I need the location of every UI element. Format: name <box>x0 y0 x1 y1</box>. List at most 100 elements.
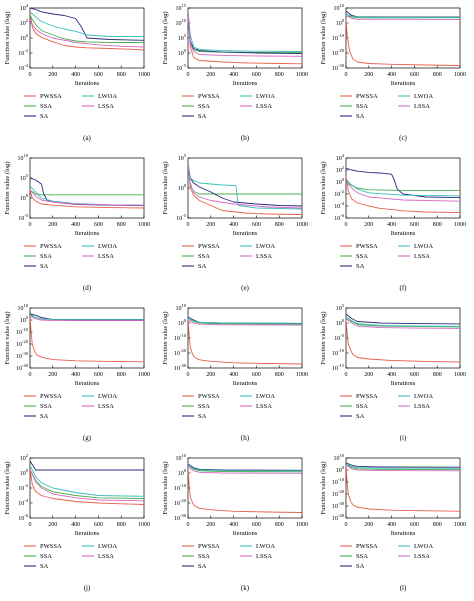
series-line-sa <box>346 313 460 325</box>
legend-label-lwoa: LWOA <box>414 393 433 400</box>
series-line-ssa <box>346 181 460 191</box>
legend-label-pwssa: PWSSA <box>40 93 62 100</box>
series-line-lssa <box>346 181 460 202</box>
y-tick-label: 100 <box>20 193 29 202</box>
y-tick-label: 10-40 <box>16 363 29 372</box>
x-tick-label: 400 <box>229 72 238 78</box>
x-tick-label: 800 <box>275 522 284 528</box>
series-line-sa <box>188 162 302 207</box>
series-line-lssa <box>30 315 144 322</box>
x-axis-label: Iterations <box>75 530 100 537</box>
legend-label-sa: SA <box>356 263 365 270</box>
plot-frame <box>29 307 145 369</box>
y-tick-label: 10-2 <box>334 189 344 198</box>
x-tick-label: 400 <box>229 522 238 528</box>
x-tick-label: 400 <box>71 72 80 78</box>
x-axis-label: Iterations <box>233 380 258 387</box>
legend-label-pwssa: PWSSA <box>356 393 378 400</box>
legend-label-lwoa: LWOA <box>414 243 433 250</box>
x-tick-label: 0 <box>345 72 348 78</box>
y-tick-label: 10-10 <box>332 477 345 486</box>
x-tick-label: 600 <box>94 72 103 78</box>
legend-label-pwssa: PWSSA <box>198 93 220 100</box>
legend-label-lwoa: LWOA <box>414 93 433 100</box>
series-line-ssa <box>346 463 460 471</box>
series-line-lwoa <box>188 162 302 210</box>
x-tick-label: 0 <box>345 522 348 528</box>
panel-caption: (k) <box>241 584 250 592</box>
legend-label-lssa: LSSA <box>98 253 114 260</box>
legend-label-lssa: LSSA <box>414 553 430 560</box>
legend-label-lssa: LSSA <box>98 403 114 410</box>
legend-label-sa: SA <box>198 263 207 270</box>
series-line-sa <box>188 463 302 471</box>
x-tick-label: 1000 <box>296 522 308 528</box>
plot-frame <box>187 307 303 369</box>
y-tick-label: 10-30 <box>16 351 29 360</box>
legend-label-ssa: SSA <box>356 403 368 410</box>
x-tick-label: 1000 <box>454 522 466 528</box>
chart-panel-d: 10-5 100 105 1010 0 200 400 600 800 1000 Iteration… <box>4 153 150 292</box>
panel-caption: (c) <box>399 134 407 142</box>
y-axis-label: Function value (log) <box>4 311 11 364</box>
plot-frame <box>345 307 461 369</box>
legend-label-ssa: SSA <box>356 553 368 560</box>
panel-caption: (a) <box>83 134 91 142</box>
legend-label-ssa: SSA <box>40 403 52 410</box>
plot-frame <box>29 457 145 519</box>
legend-label-sa: SA <box>40 413 49 420</box>
series-line-ssa <box>30 15 144 43</box>
series-line-lwoa <box>188 465 302 472</box>
y-tick-label: 1010 <box>176 453 187 462</box>
x-tick-label: 1000 <box>296 72 308 78</box>
x-tick-label: 800 <box>275 72 284 78</box>
y-tick-label: 100 <box>178 48 187 57</box>
y-tick-label: 10-2 <box>18 483 28 492</box>
x-tick-label: 800 <box>275 222 284 228</box>
x-tick-label: 0 <box>345 222 348 228</box>
series-line-pwssa <box>346 319 460 363</box>
series-line-lssa <box>188 10 302 57</box>
x-tick-label: 600 <box>410 522 419 528</box>
series-line-lssa <box>30 189 144 206</box>
y-tick-label: 10-5 <box>176 63 186 72</box>
y-tick-label: 10-20 <box>332 489 345 498</box>
series-line-lwoa <box>30 314 144 320</box>
x-tick-label: 200 <box>206 372 215 378</box>
series-line-pwssa <box>30 315 144 363</box>
legend-label-lssa: LSSA <box>256 553 272 560</box>
x-tick-label: 600 <box>252 72 261 78</box>
series-line-pwssa <box>346 175 460 214</box>
y-tick-label: 100 <box>20 33 29 42</box>
y-axis-label: Function value (log) <box>4 161 11 214</box>
legend-label-ssa: SSA <box>198 253 210 260</box>
y-tick-label: 10-5 <box>176 213 186 222</box>
series-line-pwssa <box>188 318 302 365</box>
x-tick-label: 400 <box>387 72 396 78</box>
panel-caption: (h) <box>241 434 250 442</box>
x-tick-label: 400 <box>229 372 238 378</box>
legend-label-sa: SA <box>356 413 365 420</box>
y-tick-label: 1010 <box>334 453 345 462</box>
y-tick-label: 10-6 <box>18 513 28 522</box>
x-tick-label: 800 <box>117 222 126 228</box>
y-tick-label: 10-4 <box>18 498 28 507</box>
plot-frame <box>29 157 145 219</box>
y-tick-label: 100 <box>336 318 345 327</box>
y-tick-label: 10-30 <box>332 501 345 510</box>
x-tick-label: 1000 <box>138 372 150 378</box>
series-line-ssa <box>346 316 460 328</box>
legend-label-ssa: SSA <box>40 103 52 110</box>
series-line-sa <box>30 313 144 321</box>
panel-caption: (l) <box>400 584 407 592</box>
x-tick-label: 200 <box>206 222 215 228</box>
series-line-lssa <box>346 15 460 20</box>
legend-label-pwssa: PWSSA <box>198 243 220 250</box>
x-tick-label: 0 <box>187 72 190 78</box>
y-tick-label: 10-10 <box>16 327 29 336</box>
x-tick-label: 1000 <box>138 72 150 78</box>
y-tick-label: 10-5 <box>18 213 28 222</box>
y-tick-label: 10-40 <box>332 513 345 522</box>
y-tick-label: 100 <box>20 315 29 324</box>
y-tick-label: 10-10 <box>174 333 187 342</box>
